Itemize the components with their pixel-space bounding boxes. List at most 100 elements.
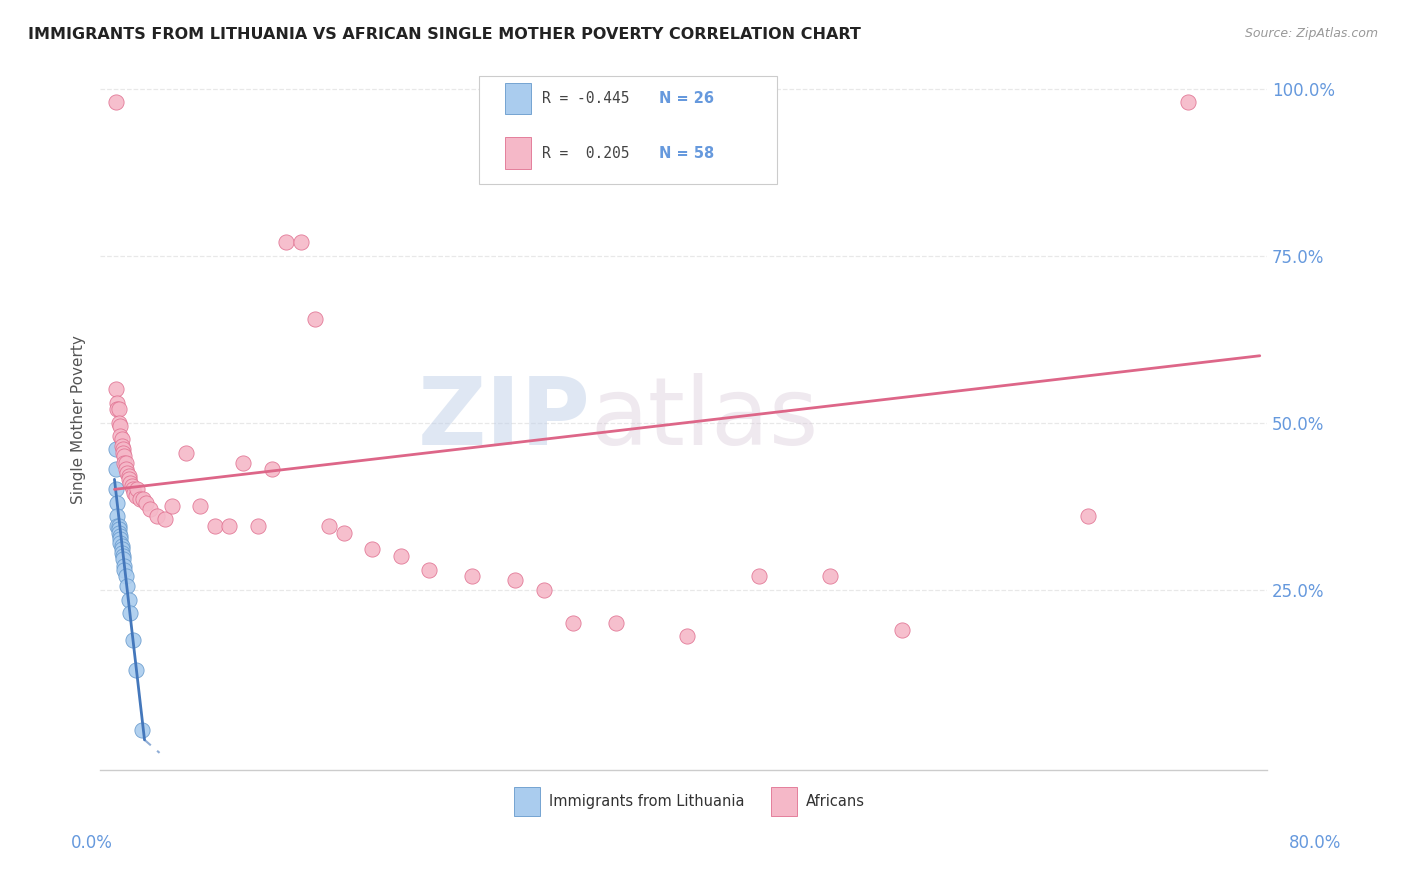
Point <box>104 382 127 396</box>
Point <box>160 499 183 513</box>
Text: Immigrants from Lithuania: Immigrants from Lithuania <box>550 794 745 809</box>
Point <box>107 416 129 430</box>
FancyBboxPatch shape <box>515 788 540 815</box>
Point <box>561 615 583 630</box>
Point <box>461 569 484 583</box>
Point <box>105 402 128 417</box>
Point <box>110 542 132 557</box>
Point <box>105 509 128 524</box>
Text: R = -0.445: R = -0.445 <box>543 91 630 106</box>
Point <box>104 483 127 497</box>
Point <box>276 235 298 250</box>
Point <box>174 445 197 459</box>
Point <box>118 469 141 483</box>
Point <box>1177 95 1199 109</box>
Point <box>105 496 128 510</box>
FancyBboxPatch shape <box>770 788 797 815</box>
Point <box>118 592 141 607</box>
Point <box>120 606 142 620</box>
Point <box>114 559 136 574</box>
Point <box>332 525 354 540</box>
Point <box>107 523 129 537</box>
Point <box>108 429 131 443</box>
Point <box>139 502 162 516</box>
Point <box>112 445 135 459</box>
Point <box>104 462 127 476</box>
Point <box>318 519 340 533</box>
Text: 0.0%: 0.0% <box>70 834 112 852</box>
Point <box>1077 509 1099 524</box>
Point <box>114 449 136 463</box>
Point <box>153 512 176 526</box>
Point <box>246 519 269 533</box>
Text: ZIP: ZIP <box>418 373 591 466</box>
Point <box>114 456 136 470</box>
Point <box>135 496 157 510</box>
Point <box>115 456 138 470</box>
Text: R =  0.205: R = 0.205 <box>543 145 630 161</box>
Point <box>418 562 440 576</box>
Point <box>108 536 131 550</box>
Text: IMMIGRANTS FROM LITHUANIA VS AFRICAN SINGLE MOTHER POVERTY CORRELATION CHART: IMMIGRANTS FROM LITHUANIA VS AFRICAN SIN… <box>28 27 860 42</box>
Point <box>127 483 149 497</box>
Point <box>131 723 153 737</box>
FancyBboxPatch shape <box>505 83 530 114</box>
FancyBboxPatch shape <box>479 76 778 185</box>
Point <box>118 472 141 486</box>
Point <box>107 525 129 540</box>
Point <box>260 462 283 476</box>
Point <box>188 499 211 513</box>
Point <box>748 569 770 583</box>
Point <box>676 629 699 643</box>
Point <box>361 542 384 557</box>
Point <box>110 546 132 560</box>
Point <box>110 439 132 453</box>
Point <box>105 519 128 533</box>
Point <box>110 432 132 446</box>
Point <box>105 395 128 409</box>
Point <box>122 483 145 497</box>
Point <box>122 632 145 647</box>
Y-axis label: Single Mother Poverty: Single Mother Poverty <box>72 334 86 504</box>
Text: Source: ZipAtlas.com: Source: ZipAtlas.com <box>1244 27 1378 40</box>
Point <box>107 519 129 533</box>
Text: 80.0%: 80.0% <box>1288 834 1341 852</box>
Point <box>117 579 139 593</box>
Point <box>503 573 526 587</box>
Point <box>115 462 138 476</box>
Text: Africans: Africans <box>806 794 865 809</box>
Point <box>108 529 131 543</box>
Point <box>304 312 326 326</box>
Point <box>218 519 240 533</box>
Point <box>112 442 135 457</box>
Point <box>125 489 148 503</box>
Point <box>290 235 312 250</box>
Point <box>114 562 136 576</box>
Point <box>204 519 226 533</box>
Point <box>232 456 254 470</box>
Point <box>110 539 132 553</box>
Point <box>104 95 127 109</box>
Point <box>104 442 127 457</box>
Point <box>108 418 131 433</box>
Point <box>890 623 912 637</box>
Text: N = 26: N = 26 <box>659 91 714 106</box>
Point <box>125 663 148 677</box>
FancyBboxPatch shape <box>505 137 530 169</box>
Point <box>146 509 169 524</box>
Text: atlas: atlas <box>591 373 818 466</box>
Point <box>533 582 555 597</box>
Point <box>605 615 627 630</box>
Point <box>112 552 135 566</box>
Point <box>121 479 143 493</box>
Point <box>117 466 139 480</box>
Point <box>132 492 155 507</box>
Point <box>115 569 138 583</box>
Point <box>820 569 842 583</box>
Point <box>124 485 146 500</box>
Point <box>108 533 131 547</box>
Text: N = 58: N = 58 <box>659 145 714 161</box>
Point <box>107 402 129 417</box>
Point <box>120 475 142 490</box>
Point <box>129 492 152 507</box>
